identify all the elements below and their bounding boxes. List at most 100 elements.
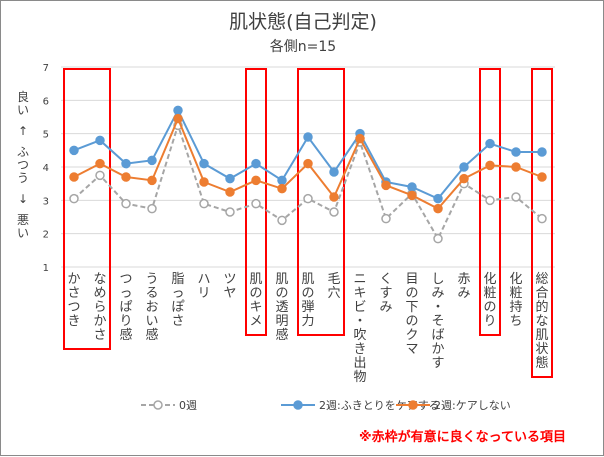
data-point (251, 158, 261, 169)
svg-text:く: く (379, 272, 392, 287)
svg-text:脂: 脂 (171, 272, 184, 287)
svg-text:り: り (119, 314, 132, 329)
svg-text:み: み (379, 300, 392, 315)
y-label-char: ふ (17, 145, 29, 159)
data-point (511, 162, 521, 172)
data-point (381, 180, 391, 191)
data-point (537, 147, 547, 157)
svg-text:ク: ク (405, 328, 418, 343)
series-1 (69, 105, 547, 204)
highlight-box (531, 68, 553, 378)
svg-text:毛: 毛 (327, 272, 340, 287)
svg-text:き: き (67, 314, 80, 329)
svg-text:の: の (405, 286, 418, 301)
svg-text:つ: つ (119, 272, 132, 287)
category-label: くすみ (379, 272, 392, 315)
svg-text:ぽ: ぽ (171, 300, 184, 315)
svg-text:ヤ: ヤ (223, 286, 236, 301)
data-point (433, 233, 443, 244)
svg-text:感: 感 (119, 327, 132, 343)
svg-text:持: 持 (509, 300, 522, 315)
data-point (407, 182, 417, 192)
svg-text:か: か (431, 342, 444, 357)
chart-subtitle: 各側n=15 (270, 39, 336, 55)
svg-text:肌: 肌 (535, 328, 548, 343)
svg-text:状: 状 (535, 342, 548, 357)
highlight-box (63, 68, 111, 350)
svg-text:い: い (145, 314, 158, 329)
svg-text:合: 合 (535, 286, 548, 301)
data-point (173, 113, 183, 124)
series-layer (69, 105, 547, 244)
svg-text:マ: マ (405, 342, 418, 357)
data-point (433, 203, 443, 214)
category-label: ツヤ (223, 272, 236, 301)
svg-text:み: み (457, 286, 470, 301)
svg-text:穴: 穴 (327, 286, 340, 301)
data-point (69, 193, 79, 204)
svg-text:下: 下 (405, 300, 418, 315)
svg-text:う: う (145, 272, 158, 287)
svg-text:き: き (353, 342, 366, 357)
legend-item: 0週 (141, 399, 197, 412)
data-point (199, 198, 209, 209)
svg-text:め: め (93, 286, 106, 301)
svg-text:し: し (431, 272, 444, 287)
svg-text:力: 力 (301, 314, 314, 329)
y-label-char: う (17, 171, 29, 185)
data-point (511, 192, 521, 202)
data-point (173, 105, 183, 116)
svg-text:粧: 粧 (483, 286, 496, 301)
data-point (199, 158, 209, 169)
legend-label: 0週 (179, 399, 197, 412)
data-point (433, 193, 443, 204)
svg-text:明: 明 (275, 314, 288, 329)
y-tick-labels: 1 2 3 4 5 6 7 (43, 63, 49, 274)
svg-text:感: 感 (145, 327, 158, 343)
svg-text:・: ・ (353, 314, 366, 329)
svg-text:メ: メ (249, 314, 262, 329)
data-point (225, 173, 235, 184)
svg-text:り: り (483, 314, 496, 329)
svg-text:の: の (405, 314, 418, 329)
highlight-boxes (63, 68, 553, 378)
svg-text:さ: さ (67, 286, 80, 301)
data-point (485, 195, 495, 206)
data-point (225, 207, 235, 217)
highlight-box (297, 68, 345, 336)
svg-text:ぱ: ぱ (119, 300, 132, 315)
data-point (147, 155, 157, 166)
significance-note: ※赤枠が有意に良くなっている項目 (359, 429, 566, 445)
svg-text:透: 透 (275, 300, 288, 315)
data-point (95, 170, 105, 181)
data-point (251, 198, 261, 209)
svg-text:さ: さ (93, 328, 106, 343)
category-label: 毛穴 (327, 272, 340, 301)
svg-text:す: す (379, 286, 392, 301)
data-point (381, 213, 391, 224)
data-point (277, 215, 287, 226)
svg-text:リ: リ (197, 286, 210, 301)
y-label-char: い (17, 226, 29, 240)
data-point (485, 160, 495, 171)
svg-text:ば: ば (431, 328, 444, 343)
svg-text:化: 化 (509, 272, 522, 287)
data-point (459, 173, 469, 184)
svg-text:弾: 弾 (301, 300, 314, 315)
svg-text:み: み (431, 286, 444, 301)
svg-text:肌: 肌 (301, 272, 314, 287)
svg-text:態: 態 (535, 355, 548, 371)
data-point (95, 158, 105, 169)
svg-text:の: の (275, 286, 288, 301)
svg-text:赤: 赤 (457, 272, 470, 287)
svg-text:化: 化 (483, 272, 496, 287)
